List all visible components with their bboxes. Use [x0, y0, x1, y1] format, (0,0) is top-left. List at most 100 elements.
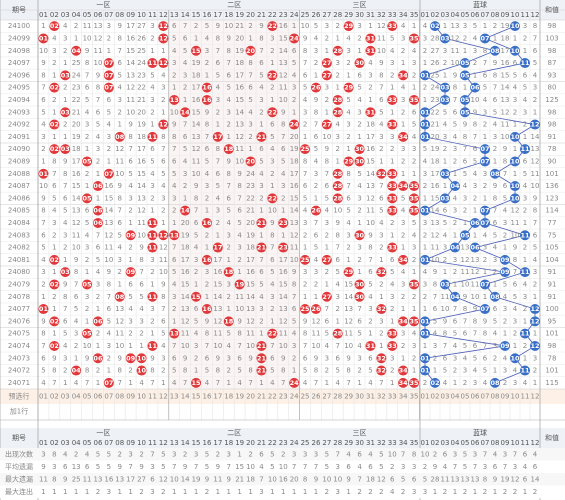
ball	[510, 193, 520, 204]
ball	[409, 316, 420, 327]
ball-number: 26	[311, 84, 321, 92]
ball	[440, 168, 450, 179]
ball-number: 09	[126, 231, 136, 239]
omission: 4	[150, 170, 155, 178]
omission: 1	[237, 268, 241, 276]
ball	[365, 33, 376, 44]
ball	[500, 267, 510, 278]
omission: 21	[72, 108, 81, 116]
omission: 12	[377, 22, 386, 30]
omission: 7	[259, 47, 263, 55]
ball	[180, 107, 191, 118]
omission: 1	[357, 268, 361, 276]
column-number: 04	[451, 11, 460, 19]
omission: 4	[503, 207, 508, 215]
omission: 19	[246, 231, 255, 239]
omission: 3	[303, 219, 307, 227]
omission: 1	[423, 59, 427, 67]
omission: 3	[357, 108, 361, 116]
omission: 5	[172, 268, 176, 276]
omission: 3	[523, 194, 527, 202]
ball-number: 10	[510, 47, 520, 55]
omission: 5	[52, 194, 56, 202]
stat-value: 1	[118, 488, 122, 496]
omission: 6	[227, 71, 232, 79]
ball-number: 07	[104, 59, 113, 67]
omission: 3	[513, 379, 517, 387]
omission: 1	[52, 330, 56, 338]
omission: 12	[213, 317, 222, 325]
omission: 5	[270, 367, 274, 375]
stat-value: 3	[503, 450, 507, 458]
ball	[310, 304, 321, 315]
omission: 5	[292, 59, 296, 67]
omission: 3	[259, 96, 263, 104]
ball-number: 33	[388, 342, 397, 350]
omission: 2	[390, 219, 394, 227]
omission: 8	[259, 34, 263, 42]
ball-number: 06	[470, 244, 480, 252]
ball	[480, 279, 490, 290]
omission: 9	[303, 34, 307, 42]
omission: 4	[161, 182, 166, 190]
preselect-number: 04	[72, 393, 81, 401]
ball-number: 11	[520, 367, 530, 375]
omission: 5	[161, 170, 165, 178]
column-number: 22	[268, 439, 277, 447]
omission: 9	[270, 219, 274, 227]
omission: 2	[357, 121, 361, 129]
omission: 2	[41, 280, 45, 288]
omission: 4	[412, 231, 417, 239]
omission: 8	[227, 47, 231, 55]
ball-number: 01	[39, 305, 49, 313]
omission: 6	[216, 170, 221, 178]
omission: 6	[368, 268, 373, 276]
omission: 2	[227, 293, 231, 301]
ball-number: 12	[530, 342, 539, 350]
omission: 4	[303, 96, 308, 104]
omission: 3	[357, 244, 361, 252]
ball	[212, 242, 223, 253]
preselect-number: 08	[491, 393, 500, 401]
omission: 2	[523, 207, 527, 215]
omission: 9	[216, 354, 220, 362]
omission: 2	[128, 330, 132, 338]
omission: 13	[72, 207, 81, 215]
preselect-number: 22	[268, 393, 277, 401]
stat-value: 10	[170, 475, 179, 483]
ball	[376, 365, 387, 376]
ball-number: 08	[490, 47, 500, 55]
omission: 2	[85, 305, 89, 313]
omission: 4	[41, 256, 46, 264]
ball-number: 29	[344, 157, 354, 165]
omission: 4	[292, 71, 297, 79]
preselect-number: 21	[257, 393, 266, 401]
ball	[490, 377, 500, 388]
ball-number: 12	[159, 121, 168, 129]
omission: 5	[237, 219, 241, 227]
omission: 7	[346, 379, 350, 387]
omission: 9	[303, 317, 307, 325]
omission: 4	[216, 84, 221, 92]
omission: 3	[483, 108, 487, 116]
omission: 5	[183, 145, 187, 153]
ball	[365, 45, 376, 56]
omission: 6	[390, 256, 395, 264]
ball	[92, 353, 103, 364]
sum-value: 91	[548, 280, 557, 288]
omission: 7	[303, 170, 307, 178]
ball	[332, 181, 343, 192]
omission: 12	[366, 194, 375, 202]
omission: 2	[346, 133, 350, 141]
ball	[480, 156, 490, 167]
omission: 1	[463, 47, 467, 55]
omission: 4	[314, 256, 319, 264]
omission: 3	[107, 342, 111, 350]
omission: 1	[412, 170, 416, 178]
ball-number: 05	[460, 59, 470, 67]
omission: 24	[431, 84, 440, 92]
omission: 2	[150, 108, 154, 116]
ball	[201, 304, 212, 315]
omission: 6	[463, 157, 468, 165]
omission: 5	[259, 71, 263, 79]
